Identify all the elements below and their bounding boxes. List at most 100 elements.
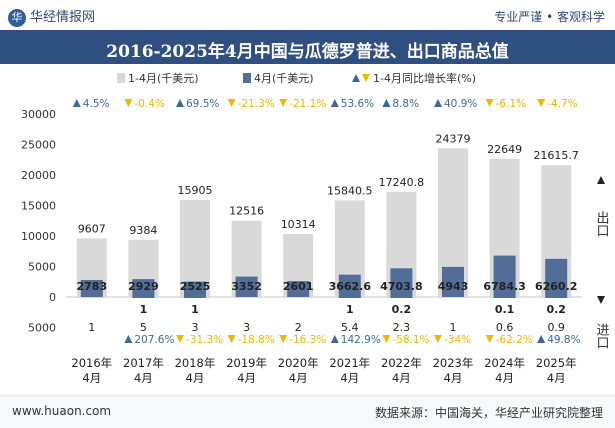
export-arrow-up-icon	[597, 176, 605, 184]
bar-cumulative-import	[76, 297, 107, 298]
y-tick-label: 0	[49, 291, 56, 304]
x-tick-label-year: 2019年	[226, 356, 267, 370]
title-bar: 2016-2025年4月中国与瓜德罗普进、出口商品总值	[0, 30, 615, 64]
bar-april-export	[390, 268, 413, 297]
label-april-import: 0.1	[495, 303, 515, 316]
import-growth-label: -34%	[444, 334, 471, 346]
label-april-export: 2525	[180, 280, 211, 293]
side-labels: 出口 进口	[594, 176, 610, 349]
x-tick-label-month: 4月	[82, 371, 101, 385]
growth-down-triangle-icon	[279, 99, 288, 107]
footer-source: 数据来源：中国海关，华经产业研究院整理	[374, 406, 603, 420]
bar-april-import	[184, 297, 206, 298]
label-cumulative-export: 9607	[78, 222, 106, 235]
growth-down-triangle-icon	[279, 335, 288, 343]
import-growth-label: -62.2%	[496, 334, 533, 346]
growth-up-triangle-icon	[382, 99, 391, 107]
x-tick-label-month: 4月	[495, 371, 514, 385]
y-tick-label: 25000	[21, 139, 56, 152]
y-tick-label: 5000	[28, 261, 56, 274]
export-growth-label: -21.1%	[289, 98, 326, 110]
x-tick-label-year: 2020年	[278, 356, 319, 370]
growth-down-triangle-icon	[485, 99, 494, 107]
bar-cumulative-export	[180, 199, 210, 297]
legend-up-triangle-icon	[352, 74, 360, 82]
label-cumulative-export: 12516	[229, 205, 264, 218]
label-cumulative-export: 22649	[487, 143, 522, 156]
import-growth-label: 207.6%	[134, 334, 174, 346]
bar-april-export	[442, 266, 464, 297]
growth-up-triangle-icon	[124, 335, 133, 343]
top-bar: 华华经情报网 专业严谨 • 客观科学	[0, 0, 615, 30]
brand-logo-icon: 华	[8, 8, 26, 27]
label-cumulative-import: 2	[295, 321, 302, 334]
x-tick-label-month: 4月	[237, 371, 256, 385]
label-cumulative-import: 0.6	[496, 321, 514, 334]
label-cumulative-import: 3	[243, 321, 250, 334]
label-cumulative-export: 17240.8	[379, 176, 425, 189]
bar-april-export	[132, 279, 155, 297]
x-tick-label-month: 4月	[392, 371, 411, 385]
bar-april-import	[545, 297, 568, 298]
label-cumulative-import: 5	[140, 321, 147, 334]
label-cumulative-export: 15905	[178, 184, 213, 197]
label-april-export: 2929	[128, 280, 159, 293]
x-tick-label-year: 2017年	[123, 356, 164, 370]
bar-cumulative-import	[231, 297, 262, 298]
label-april-export: 6260.2	[535, 280, 577, 293]
legend-label-cumulative: 1-4月(千美元)	[128, 72, 199, 85]
import-growth-label: -18.8%	[238, 334, 275, 346]
import-growth-label: -16.3%	[289, 334, 326, 346]
bar-april-export	[287, 281, 310, 297]
bar-cumulative-import	[283, 297, 314, 298]
growth-down-triangle-icon	[124, 99, 133, 107]
bar-april-export	[545, 258, 568, 297]
x-tick-label-month: 4月	[547, 371, 566, 385]
x-tick-label-month: 4月	[134, 371, 153, 385]
y-tick-label: 30000	[21, 108, 56, 121]
chart-area: 1-4月(千美元) 4月(千美元) 1-4月同比增长率(%) 5000 0 5000…	[21, 71, 610, 385]
label-cumulative-export: 15840.5	[327, 184, 373, 197]
footer: www.huaon.com 数据来源：中国海关，华经产业研究院整理	[0, 395, 615, 428]
bar-cumulative-import	[438, 297, 468, 298]
x-tick-label-year: 2021年	[329, 356, 370, 370]
legend: 1-4月(千美元) 4月(千美元) 1-4月同比增长率(%)	[117, 71, 476, 85]
bar-april-export	[80, 280, 103, 297]
x-tick-label-year: 2022年	[381, 356, 422, 370]
label-april-export: 4703.8	[380, 280, 422, 293]
chart-title: 2016-2025年4月中国与瓜德罗普进、出口商品总值	[106, 42, 509, 62]
bar-april-export	[184, 281, 206, 297]
growth-up-triangle-icon	[330, 99, 339, 107]
export-growth-label: 53.6%	[341, 98, 374, 110]
y-tick-label: 5000	[28, 322, 56, 335]
y-tick-label: 20000	[21, 169, 56, 182]
x-tick-label-month: 4月	[340, 371, 359, 385]
legend-swatch-cumulative	[117, 73, 125, 83]
export-growth-label: 40.9%	[444, 98, 477, 110]
brand-name: 华经情报网	[30, 10, 96, 25]
growth-up-triangle-icon	[176, 99, 184, 107]
bar-april-import	[493, 297, 516, 298]
growth-down-triangle-icon	[227, 99, 236, 107]
growth-down-triangle-icon	[227, 335, 236, 343]
legend-label-april: 4月(千美元)	[254, 72, 314, 85]
import-growth-label: 49.8%	[547, 334, 580, 346]
growth-down-triangle-icon	[176, 335, 184, 343]
label-april-export: 3352	[231, 280, 262, 293]
label-cumulative-export: 9384	[129, 224, 157, 237]
import-side-label: 进口	[594, 323, 610, 349]
label-cumulative-import: 0.9	[547, 321, 565, 334]
bar-april-import	[132, 297, 155, 298]
label-april-import: 0.2	[392, 303, 412, 316]
y-tick-label: 15000	[21, 200, 56, 213]
x-tick-label-year: 2016年	[71, 356, 112, 370]
brand: 华华经情报网	[8, 6, 95, 27]
export-growth-label: 8.8%	[392, 98, 419, 110]
label-april-import: 1	[346, 303, 354, 316]
growth-labels: 4.5% -0.4% 207.6% 69.5% -31.3% -21.3% -18.8% -2…	[72, 98, 581, 346]
label-cumulative-import: 3	[192, 321, 199, 334]
label-cumulative-export: 10314	[281, 218, 316, 231]
x-tick-label-year: 2025年	[536, 356, 577, 370]
label-april-export: 6784.3	[483, 280, 525, 293]
growth-down-triangle-icon	[434, 335, 442, 343]
